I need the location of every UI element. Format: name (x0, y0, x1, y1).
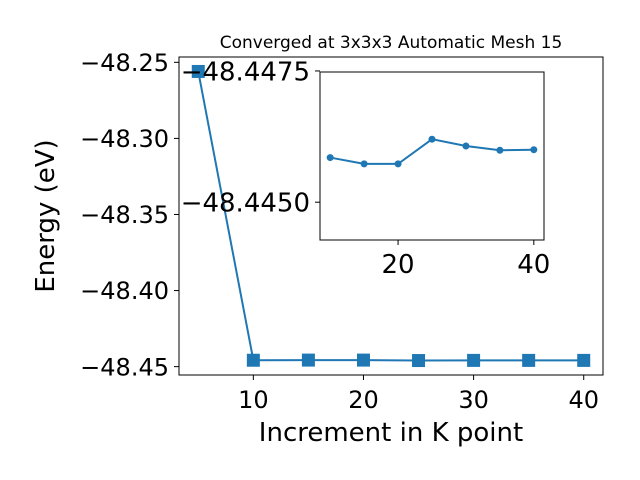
main-plot-frame (178, 56, 604, 376)
inset-data-point (530, 146, 538, 154)
main-data-point (191, 64, 205, 78)
inset-x-tick-label: 40 (517, 250, 550, 280)
inset-x-ticks: 20 40 (382, 240, 550, 280)
main-x-ticks: 10 20 30 40 (238, 375, 599, 414)
main-plot: 10 20 30 40 −48.25 −48.30 −48.35 −48.40 −48.45 (80, 49, 604, 414)
main-data-point (301, 353, 315, 367)
inset-y-ticks: −48.4475 −48.4450 (181, 57, 320, 219)
main-x-tick-label: 20 (348, 386, 379, 414)
inset-plot: 20 40 −48.4475−48.4450 (181, 57, 551, 280)
inset-series-markers (326, 135, 538, 168)
main-y-tick-label: −48.45 (80, 353, 169, 381)
main-series-markers (191, 64, 591, 368)
main-data-point (356, 353, 370, 367)
inset-y-tick-label: −48.4450 (181, 189, 310, 219)
x-axis-label: Increment in K point (259, 418, 523, 448)
main-data-point (467, 353, 481, 367)
main-y-tick-label: −48.35 (80, 201, 169, 229)
chart-title: Converged at 3x3x3 Automatic Mesh 15 (220, 33, 563, 53)
y-axis-label: Energy (eV) (31, 139, 61, 292)
main-data-point (577, 353, 591, 367)
main-x-tick-label: 30 (458, 386, 489, 414)
main-y-tick-label: −48.40 (80, 277, 169, 305)
inset-data-point (496, 146, 504, 154)
main-data-point (412, 354, 426, 368)
main-x-tick-label: 40 (568, 386, 599, 414)
inset-plot-frame (319, 71, 545, 241)
main-y-ticks: −48.25 −48.30 −48.35 −48.40 −48.45 (80, 49, 179, 381)
main-x-tick-label: 10 (238, 386, 269, 414)
main-data-point (522, 353, 536, 367)
inset-data-point (462, 142, 470, 150)
main-data-point (246, 353, 260, 367)
inset-data-point (428, 135, 436, 143)
inset-data-point (360, 160, 368, 168)
main-y-tick-label: −48.30 (80, 125, 169, 153)
inset-y-tick-label: −48.4475 (181, 57, 310, 87)
inset-data-point (326, 154, 334, 162)
main-series-line (197, 71, 584, 362)
inset-x-tick-label: 20 (382, 250, 415, 280)
inset-data-point (394, 160, 402, 168)
main-y-tick-label: −48.25 (80, 49, 169, 77)
